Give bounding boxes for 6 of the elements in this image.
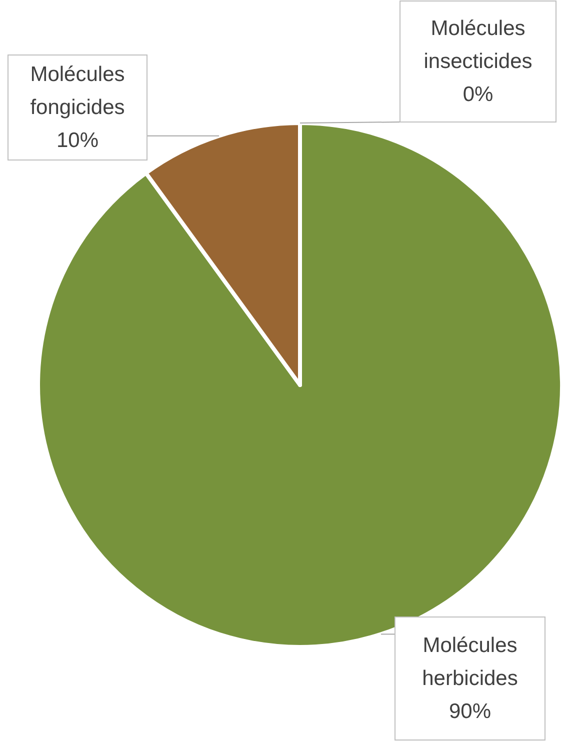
text: 0% [462, 83, 494, 106]
category-label: Molécules insecticides [424, 17, 532, 73]
slice-label: Molécules fongicides [30, 63, 125, 119]
data-label: 90% [448, 700, 492, 723]
data-label: 10% [56, 129, 99, 152]
slice-label: Molécules herbicides [422, 634, 518, 690]
